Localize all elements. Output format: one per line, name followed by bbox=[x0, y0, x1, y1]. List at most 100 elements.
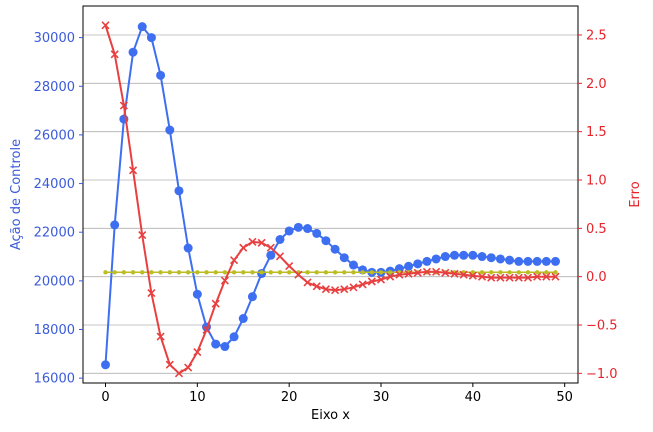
reference-point bbox=[479, 270, 485, 275]
reference-point bbox=[489, 270, 494, 275]
reference-point bbox=[277, 270, 283, 275]
control-action-point bbox=[532, 256, 542, 266]
control-action-point bbox=[523, 256, 533, 266]
control-action-point bbox=[137, 22, 147, 32]
control-action-line bbox=[104, 25, 556, 365]
error-point bbox=[119, 101, 128, 110]
reference-point bbox=[185, 270, 191, 275]
reference-point bbox=[332, 270, 338, 275]
reference-point bbox=[323, 270, 329, 275]
reference-point bbox=[250, 270, 255, 275]
x-tick-label: 30 bbox=[373, 390, 390, 405]
reference-point bbox=[167, 270, 172, 275]
reference-point bbox=[241, 270, 246, 275]
y-left-tick-label: 28000 bbox=[34, 80, 75, 95]
error-point bbox=[312, 282, 321, 291]
error-point bbox=[468, 271, 477, 280]
x-axis-label: Eixo x bbox=[311, 408, 350, 423]
error-point bbox=[523, 273, 533, 282]
error-point bbox=[367, 277, 376, 286]
y-right-tick-label: 1.5 bbox=[586, 125, 607, 140]
control-action-point bbox=[339, 253, 349, 263]
reference-point bbox=[525, 270, 531, 275]
control-action-point bbox=[413, 259, 423, 269]
control-action-point bbox=[477, 252, 487, 262]
x-axis: 0 10 20 30 40 50 bbox=[101, 383, 573, 405]
error-point bbox=[477, 272, 487, 281]
y-left-tick-label: 26000 bbox=[34, 128, 75, 143]
control-action-point bbox=[284, 226, 294, 236]
control-action-point bbox=[303, 224, 313, 234]
error-point bbox=[285, 261, 294, 271]
control-action-point bbox=[468, 250, 478, 260]
y-right-tick-label: 0.0 bbox=[586, 270, 607, 285]
reference-point bbox=[314, 270, 319, 275]
error-point bbox=[496, 273, 505, 282]
reference-point bbox=[305, 270, 310, 275]
reference-point bbox=[498, 270, 503, 275]
reference-point bbox=[342, 270, 347, 275]
error-point bbox=[386, 272, 395, 281]
error-point bbox=[413, 268, 422, 277]
reference-point bbox=[369, 270, 375, 275]
error-point bbox=[404, 269, 413, 278]
control-action-point bbox=[541, 256, 551, 266]
error-point bbox=[441, 268, 450, 277]
error-point bbox=[110, 50, 119, 59]
reference-point bbox=[112, 270, 117, 275]
reference-point bbox=[130, 270, 136, 275]
control-action-point bbox=[321, 236, 331, 246]
control-action-point bbox=[275, 234, 285, 244]
error-point bbox=[294, 270, 303, 279]
y-left-tick-label: 16000 bbox=[34, 372, 75, 387]
reference-point bbox=[213, 270, 218, 275]
reference-point bbox=[204, 270, 209, 275]
control-action-point bbox=[422, 256, 432, 266]
error-point bbox=[422, 267, 431, 276]
plot-frame bbox=[82, 5, 579, 384]
error-point bbox=[248, 237, 257, 246]
y-right-tick-label: −0.5 bbox=[586, 319, 618, 334]
error-point bbox=[450, 269, 459, 278]
error-point bbox=[505, 273, 514, 282]
reference-point bbox=[387, 270, 393, 275]
reference-point bbox=[516, 270, 521, 275]
control-action-point bbox=[101, 360, 110, 370]
error-point bbox=[331, 286, 340, 295]
control-action-point bbox=[238, 314, 248, 324]
reference-point bbox=[149, 270, 154, 275]
error-point bbox=[156, 332, 165, 341]
error-point bbox=[239, 243, 248, 252]
error-point bbox=[220, 276, 229, 285]
control-action-point bbox=[211, 339, 221, 349]
error-point bbox=[303, 278, 312, 287]
y-axis-right-label: Erro bbox=[628, 181, 643, 207]
reference-point bbox=[103, 270, 108, 275]
reference-series bbox=[103, 270, 558, 275]
error-point bbox=[551, 272, 560, 281]
error-point bbox=[275, 252, 285, 261]
error-series bbox=[101, 21, 560, 378]
control-action-point bbox=[514, 256, 524, 266]
error-point bbox=[340, 285, 349, 294]
control-action-point bbox=[192, 289, 202, 299]
y-left-tick-label: 30000 bbox=[34, 31, 75, 46]
error-point bbox=[230, 256, 239, 265]
reference-point bbox=[507, 270, 512, 275]
error-point bbox=[138, 231, 147, 240]
control-action-point bbox=[348, 260, 358, 270]
y-axis-left-label: Ação de Controle bbox=[9, 139, 24, 250]
y-right-tick-label: 0.5 bbox=[586, 222, 607, 237]
error-point bbox=[128, 166, 138, 175]
error-point bbox=[147, 289, 156, 298]
error-point bbox=[542, 272, 551, 281]
error-point bbox=[174, 369, 184, 378]
y-axis-right: −1.0 −0.5 0.0 0.5 1.0 1.5 2.0 2.5 bbox=[578, 29, 618, 382]
x-tick-label: 0 bbox=[101, 390, 109, 405]
control-action-point bbox=[449, 250, 459, 260]
error-point bbox=[376, 275, 386, 284]
grid-lines bbox=[83, 34, 578, 374]
reference-point bbox=[360, 270, 365, 275]
reference-point bbox=[231, 270, 237, 275]
